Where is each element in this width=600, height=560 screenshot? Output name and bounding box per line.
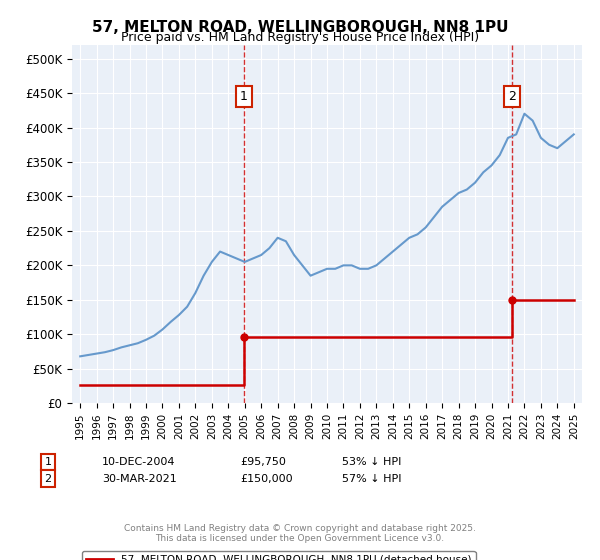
Text: Price paid vs. HM Land Registry's House Price Index (HPI): Price paid vs. HM Land Registry's House … (121, 31, 479, 44)
Text: 57, MELTON ROAD, WELLINGBOROUGH, NN8 1PU: 57, MELTON ROAD, WELLINGBOROUGH, NN8 1PU (92, 20, 508, 35)
Text: 2: 2 (44, 474, 52, 484)
Text: 1: 1 (240, 90, 248, 103)
Text: Contains HM Land Registry data © Crown copyright and database right 2025.
This d: Contains HM Land Registry data © Crown c… (124, 524, 476, 543)
Text: £150,000: £150,000 (240, 474, 293, 484)
Text: 57% ↓ HPI: 57% ↓ HPI (342, 474, 401, 484)
Text: 30-MAR-2021: 30-MAR-2021 (102, 474, 177, 484)
Text: 53% ↓ HPI: 53% ↓ HPI (342, 457, 401, 467)
Text: 1: 1 (44, 457, 52, 467)
Text: £95,750: £95,750 (240, 457, 286, 467)
Legend: 57, MELTON ROAD, WELLINGBOROUGH, NN8 1PU (detached house), HPI: Average price, d: 57, MELTON ROAD, WELLINGBOROUGH, NN8 1PU… (82, 551, 476, 560)
Text: 2: 2 (508, 90, 516, 103)
Text: 10-DEC-2004: 10-DEC-2004 (102, 457, 176, 467)
